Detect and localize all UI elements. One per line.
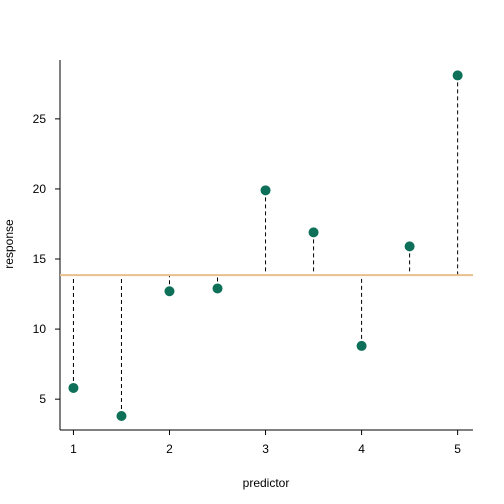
axes: 1 2 3 4 5 5 10 15 20 25 xyxy=(33,60,473,456)
x-tick-label: 5 xyxy=(454,442,461,456)
data-point xyxy=(356,340,367,351)
data-point xyxy=(212,283,223,294)
data-point xyxy=(164,286,175,297)
data-point xyxy=(260,185,271,196)
data-point xyxy=(308,227,319,238)
y-tick-label: 10 xyxy=(33,322,47,336)
y-tick-label: 20 xyxy=(33,182,47,196)
x-axis-title: predictor xyxy=(243,476,290,490)
x-tick-label: 1 xyxy=(70,442,77,456)
data-point xyxy=(68,382,79,393)
y-tick-label: 15 xyxy=(33,252,47,266)
x-tick-label: 4 xyxy=(358,442,365,456)
data-point xyxy=(404,241,415,252)
data-point xyxy=(452,70,463,81)
x-tick-label: 2 xyxy=(166,442,173,456)
y-axis-title: response xyxy=(2,219,16,269)
data-point xyxy=(116,410,127,421)
y-tick-label: 5 xyxy=(39,392,46,406)
x-tick-label: 3 xyxy=(262,442,269,456)
residual-lines xyxy=(72,75,459,416)
y-tick-label: 25 xyxy=(33,112,47,126)
data-points xyxy=(68,70,463,421)
